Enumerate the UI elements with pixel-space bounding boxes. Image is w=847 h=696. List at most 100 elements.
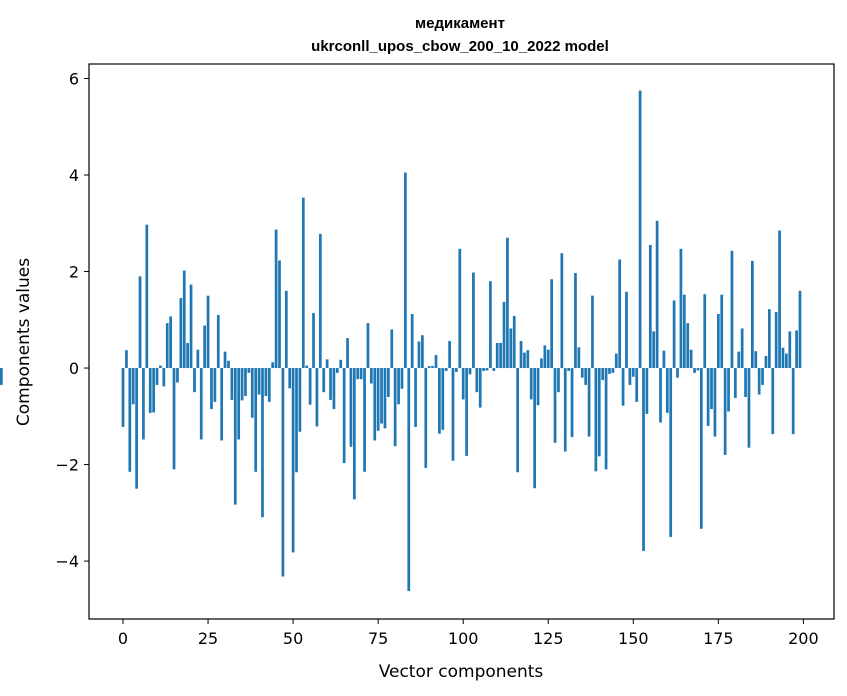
bar [284,290,288,369]
bar [747,368,751,448]
bar [417,341,421,369]
bar [308,368,312,405]
bar [312,313,315,369]
bar [737,351,741,369]
bar [567,368,571,371]
bar [614,353,618,369]
bar [604,368,608,470]
y-tick-label: −2 [55,456,79,475]
bar-series [0,90,802,592]
bar [332,368,336,410]
bar [186,342,190,369]
bar [679,248,683,369]
bar [244,368,247,397]
bar [781,347,785,369]
bar [318,233,322,369]
bar [220,368,224,441]
bar [233,368,237,505]
bar [359,368,363,380]
bar [791,368,795,435]
bar [740,328,744,369]
bar [363,368,366,472]
bar [176,368,179,383]
bar [502,301,506,369]
bar [301,197,305,369]
bar [669,368,673,537]
bar [383,368,387,429]
bar [478,368,482,408]
bar [543,345,547,369]
chart-title: медикамент [415,15,505,32]
bar [696,368,700,371]
bar [553,368,557,443]
bar [125,350,128,369]
bar [145,224,149,369]
bar [713,368,717,437]
bar [512,315,516,369]
bar [349,368,353,447]
bar [560,253,564,369]
y-tick-label: 4 [69,166,79,185]
x-axis-label: Vector components [379,662,544,682]
bar [693,368,696,373]
bar [621,368,625,406]
y-tick-label: 2 [69,263,79,282]
bar [652,331,656,369]
bar [199,368,203,440]
bar [404,172,407,369]
bar [587,368,591,437]
bar [421,335,424,369]
bar [754,351,758,369]
bar [519,341,523,369]
bar [778,230,781,369]
bar [492,368,496,371]
bar [659,368,662,423]
bar [489,281,492,369]
bar [744,368,747,397]
y-tick-label: 0 [69,359,79,378]
bar [699,368,703,529]
bar [730,250,734,369]
bar [611,368,615,373]
bar [223,351,227,369]
bar [295,368,298,473]
bar [254,368,258,472]
bar [366,323,370,369]
bar [203,325,207,369]
x-tick-label: 75 [368,629,388,648]
bar [676,368,679,378]
x-tick-label: 200 [788,629,819,648]
bar [662,350,666,369]
bar [706,368,710,426]
bar [237,368,241,440]
bar [591,295,594,369]
bar [785,353,788,369]
bar [710,368,713,410]
y-tick-label: −4 [55,552,79,571]
bar [771,368,775,435]
bar [703,294,707,369]
bar [798,290,802,369]
bar [448,341,451,369]
bar [438,368,441,434]
bar [159,365,162,369]
bar [557,368,560,393]
bar [250,368,254,418]
bar [577,347,581,369]
bar [216,314,220,369]
bar [625,291,628,369]
plot-frame [88,63,835,620]
bar [642,368,645,551]
bar [638,90,642,369]
bar [465,368,468,456]
x-tick-label: 175 [703,629,734,648]
bar [584,368,588,385]
bar [536,368,540,406]
bar [148,368,152,413]
bar [288,368,292,389]
bar [393,368,397,447]
bar [655,220,659,369]
bar [264,368,268,397]
bar [431,366,434,369]
bar [189,284,193,369]
